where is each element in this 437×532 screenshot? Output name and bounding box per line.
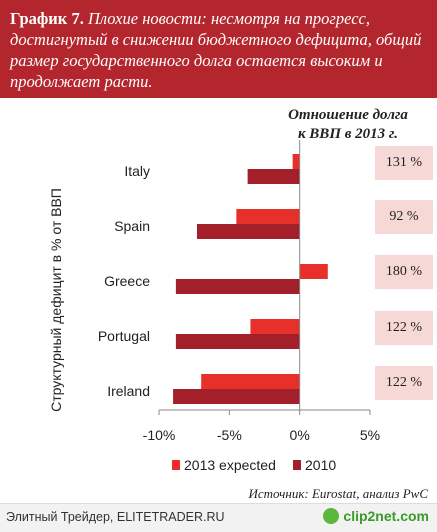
source-note: Источник: Eurostat, анализ PwC [248, 486, 428, 501]
category-label-greece: Greece [104, 273, 150, 289]
ratio-box-italy: 131 % [375, 146, 433, 180]
legend-swatch-2013 [172, 460, 180, 470]
ratio-title-line1: Отношение долга [288, 107, 408, 123]
category-label-italy: Italy [124, 163, 150, 179]
bottom-bar: Элитный Трейдер, ELITETRADER.RU clip2net… [0, 503, 437, 532]
bar-greece-2010 [175, 279, 300, 294]
legend-label-2010: 2010 [305, 457, 336, 473]
bar-portugal-2010 [175, 334, 300, 349]
category-label-ireland: Ireland [107, 383, 150, 399]
x-tick-label: 5% [360, 427, 380, 443]
clip2net-logo-text: clip2net.com [343, 508, 429, 524]
chart-header: График 7. Плохие новости: несмотря на пр… [0, 0, 437, 98]
ratio-box-greece: 180 % [375, 255, 433, 289]
x-tick-label: -10% [143, 427, 176, 443]
bar-spain-2013 [236, 209, 300, 224]
bar-ireland-2013 [201, 374, 300, 389]
chart-number: График 7. [10, 9, 84, 28]
chart-header-text: Плохие новости: несмотря на прогресс, до… [10, 9, 422, 91]
legend-swatch-2010 [293, 460, 301, 470]
ratio-title: Отношение долга к ВВП в 2013 г. [258, 106, 437, 144]
category-label-spain: Spain [114, 218, 150, 234]
ratio-box-spain: 92 % [375, 200, 433, 234]
ratio-box-portugal: 122 % [375, 311, 433, 345]
footer-site-text: Элитный Трейдер, ELITETRADER.RU [6, 510, 225, 524]
category-label-portugal: Portugal [98, 328, 150, 344]
x-tick-label: 0% [290, 427, 310, 443]
bar-spain-2010 [196, 224, 300, 239]
legend-label-2013: 2013 expected [184, 457, 276, 473]
clip2net-logo-icon [323, 508, 340, 524]
bar-italy-2010 [247, 169, 300, 184]
ratio-title-line2: к ВВП в 2013 г. [297, 126, 399, 142]
ratio-box-ireland: 122 % [375, 366, 433, 400]
bar-greece-2013 [299, 264, 328, 279]
bar-ireland-2010 [173, 389, 300, 404]
bar-portugal-2013 [250, 319, 300, 334]
bar-italy-2013 [292, 154, 300, 169]
bar-chart: Italy Spain Greece Portugal Ireland -10% -5% 0%… [98, 140, 380, 473]
x-tick-label: -5% [217, 427, 242, 443]
clip2net-logo[interactable]: clip2net.com [323, 508, 429, 524]
